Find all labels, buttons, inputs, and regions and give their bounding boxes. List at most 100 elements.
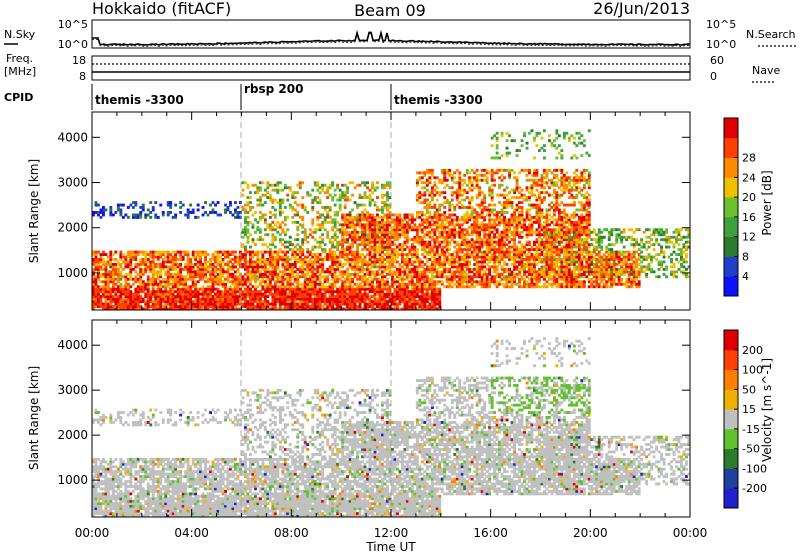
- power-cell: [413, 287, 417, 291]
- power-cell: [226, 260, 230, 264]
- power-cell: [403, 213, 407, 217]
- power-cell: [435, 272, 439, 276]
- power-cell: [216, 258, 220, 261]
- power-cell: [114, 302, 118, 306]
- power-cell: [303, 305, 307, 308]
- power-cell: [303, 260, 307, 264]
- power-cell: [341, 223, 345, 227]
- power-cell: [159, 255, 163, 259]
- power-cell: [161, 213, 165, 217]
- power-cell: [503, 168, 506, 172]
- power-cell: [291, 275, 295, 279]
- power-cell: [508, 255, 511, 259]
- power-cell: [196, 280, 200, 284]
- power-cell: [149, 292, 153, 296]
- power-cell: [493, 270, 497, 274]
- power-cell: [485, 267, 489, 271]
- power-cell: [523, 228, 526, 232]
- power-cell: [470, 255, 474, 259]
- power-cell: [286, 282, 290, 286]
- power-cell: [131, 292, 135, 296]
- power-cell: [483, 230, 487, 234]
- power-cell: [316, 223, 320, 227]
- power-cell: [383, 253, 387, 256]
- power-cell: [478, 260, 482, 264]
- power-cell: [450, 218, 454, 222]
- power-cell: [413, 300, 417, 303]
- power-cell: [361, 248, 364, 251]
- power-cell: [433, 245, 437, 249]
- power-cell: [104, 305, 108, 308]
- power-cell: [401, 225, 404, 229]
- power-cell: [169, 267, 173, 271]
- power-cell: [286, 287, 290, 291]
- power-cell: [346, 297, 349, 301]
- power-cell: [346, 245, 349, 249]
- power-cell: [271, 213, 275, 217]
- power-cell: [343, 218, 347, 222]
- power-cell: [371, 295, 374, 298]
- power-cell: [515, 267, 519, 271]
- power-cell: [363, 193, 367, 197]
- power-cell: [321, 287, 325, 291]
- power-cell: [408, 245, 412, 249]
- power-cell: [346, 248, 349, 251]
- power-cell: [470, 282, 474, 286]
- power-cell: [219, 277, 222, 281]
- power-cell: [159, 253, 163, 256]
- power-cell: [515, 154, 519, 157]
- power-cell: [191, 211, 195, 214]
- power-cell: [263, 250, 267, 254]
- power-cell: [408, 292, 412, 296]
- power-cell: [179, 270, 183, 274]
- power-cell: [508, 151, 511, 155]
- power-cell: [361, 297, 364, 301]
- power-cell: [204, 280, 207, 284]
- power-cell: [378, 292, 382, 296]
- power-cell: [413, 295, 417, 298]
- power-cell: [176, 258, 180, 261]
- power-cell: [136, 265, 140, 269]
- power-cell: [249, 302, 252, 306]
- power-cell: [92, 213, 95, 217]
- power-cell: [383, 206, 387, 209]
- power-cell: [154, 213, 158, 217]
- power-cell: [515, 275, 519, 279]
- power-cell: [109, 297, 113, 301]
- power-cell: [286, 228, 290, 232]
- power-cell: [433, 250, 437, 254]
- power-cell: [425, 225, 429, 229]
- power-cell: [518, 213, 521, 217]
- power-cell: [478, 223, 482, 227]
- power-cell: [505, 218, 509, 222]
- power-cell: [520, 260, 524, 264]
- power-cell: [448, 186, 452, 190]
- power-cell: [104, 260, 108, 264]
- power-cell: [465, 267, 469, 271]
- power-cell: [323, 248, 327, 251]
- power-cell: [343, 206, 347, 209]
- power-cell: [92, 267, 95, 271]
- power-cell: [513, 208, 516, 212]
- power-cell: [333, 307, 337, 311]
- power-cell: [316, 265, 320, 269]
- power-cell: [261, 280, 265, 284]
- power-cell: [488, 213, 492, 217]
- power-cell: [102, 258, 105, 261]
- power-cell: [266, 186, 270, 190]
- power-cell: [518, 215, 521, 219]
- power-cell: [468, 280, 472, 284]
- power-cell: [211, 258, 215, 261]
- power-cell: [351, 305, 354, 308]
- power-cell: [425, 265, 429, 269]
- power-cell: [513, 211, 516, 214]
- power-cell: [478, 206, 482, 209]
- power-cell: [224, 305, 227, 308]
- power-cell: [318, 290, 322, 294]
- power-cell: [415, 282, 419, 286]
- power-cell: [338, 300, 342, 303]
- power-cell: [428, 258, 432, 261]
- power-cell: [508, 201, 511, 204]
- power-cell: [475, 203, 479, 207]
- power-cell: [443, 178, 447, 182]
